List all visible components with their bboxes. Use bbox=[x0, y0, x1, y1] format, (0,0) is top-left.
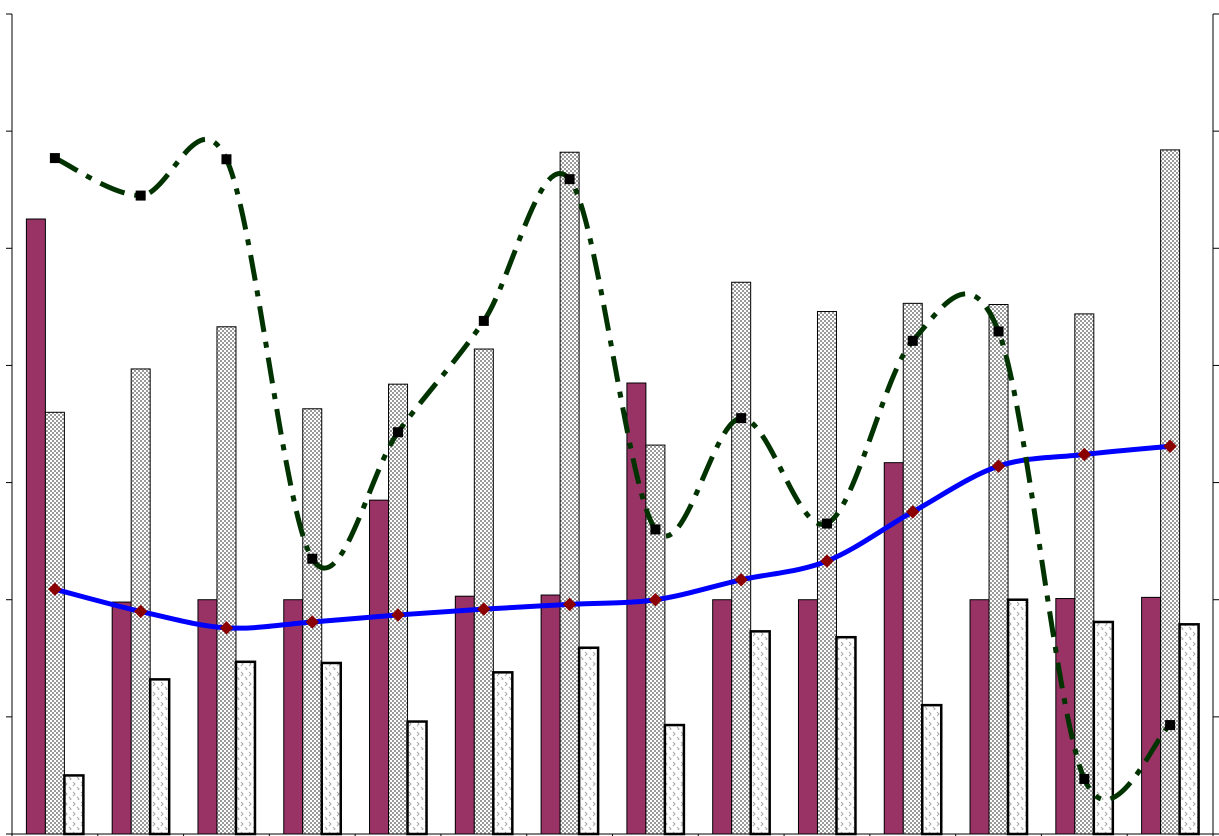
bar-series-3 bbox=[835, 635, 857, 836]
bar-series-3 bbox=[749, 630, 771, 836]
line-series-1-marker bbox=[648, 593, 663, 607]
bar-series-3 bbox=[320, 661, 342, 836]
line-series-1-marker bbox=[305, 615, 319, 629]
markers-group bbox=[48, 153, 1177, 784]
line-series-1 bbox=[54, 443, 1171, 631]
bar-series-1 bbox=[197, 599, 218, 835]
line-series-2-marker bbox=[650, 524, 661, 535]
line-series-1-marker bbox=[734, 573, 748, 587]
bar-series-3 bbox=[1092, 620, 1115, 836]
bar-series-3 bbox=[234, 660, 257, 836]
line-series-2-marker bbox=[393, 427, 404, 438]
bar-series-2 bbox=[731, 281, 752, 835]
line-series-2-marker bbox=[307, 553, 318, 564]
bar-series-2 bbox=[559, 151, 580, 835]
bars-group bbox=[25, 149, 1200, 836]
bar-series-3 bbox=[406, 720, 428, 836]
bar-series-2 bbox=[645, 444, 666, 835]
bar-series-1 bbox=[25, 218, 46, 835]
line-series-1-marker bbox=[133, 604, 148, 619]
line-series-2-marker bbox=[907, 335, 918, 346]
line-series-2-marker bbox=[821, 518, 832, 529]
line-series-2-marker bbox=[1165, 720, 1176, 731]
bar-series-3 bbox=[492, 671, 514, 836]
bar-series-1 bbox=[797, 599, 818, 835]
bar-series-1 bbox=[369, 499, 390, 835]
bar-series-1 bbox=[111, 601, 132, 835]
line-series-2-marker bbox=[1079, 773, 1090, 784]
line-series-1-marker bbox=[391, 608, 405, 622]
bar-series-1 bbox=[969, 599, 990, 835]
lines-group bbox=[53, 137, 1172, 802]
bar-series-3 bbox=[1006, 598, 1029, 836]
line-series-1-marker bbox=[906, 505, 920, 519]
bar-series-1 bbox=[454, 595, 475, 835]
line-series-2 bbox=[53, 137, 1172, 802]
bar-series-3 bbox=[1178, 623, 1200, 836]
bar-series-1 bbox=[626, 382, 647, 835]
line-series-1-marker bbox=[48, 582, 62, 596]
bar-series-3 bbox=[577, 646, 600, 836]
line-series-1-marker bbox=[219, 621, 234, 635]
bar-series-3 bbox=[148, 678, 171, 836]
bar-series-2 bbox=[216, 326, 237, 835]
bar-series-1 bbox=[712, 599, 733, 835]
bar-series-2 bbox=[473, 348, 494, 835]
bar-series-2 bbox=[1074, 313, 1095, 835]
line-series-1-marker bbox=[477, 602, 491, 616]
bar-series-2 bbox=[816, 311, 837, 835]
bar-series-2 bbox=[44, 411, 65, 835]
bar-series-2 bbox=[988, 304, 1009, 835]
bar-series-2 bbox=[130, 368, 151, 835]
line-series-2-marker bbox=[478, 315, 489, 326]
line-series-1-marker bbox=[1077, 447, 1092, 462]
line-series-1-marker bbox=[562, 597, 577, 612]
line-series-1-marker bbox=[1163, 439, 1177, 453]
bar-series-3 bbox=[63, 774, 85, 836]
bar-series-1 bbox=[540, 594, 561, 835]
bar-series-1 bbox=[283, 599, 304, 835]
line-series-2-marker bbox=[49, 153, 60, 164]
bar-series-3 bbox=[921, 703, 943, 836]
line-series-2-marker bbox=[993, 326, 1004, 337]
line-series-2-marker bbox=[221, 154, 232, 165]
axes-group bbox=[6, 13, 1219, 836]
line-series-2-marker bbox=[736, 413, 747, 424]
line-series-1-marker bbox=[991, 459, 1006, 473]
line-series-2-marker bbox=[564, 174, 575, 185]
bar-series-2 bbox=[902, 302, 923, 835]
bar-series-3 bbox=[663, 723, 686, 836]
bar-series-1 bbox=[1141, 596, 1162, 835]
line-series-1-marker bbox=[820, 554, 834, 568]
bar-series-2 bbox=[1160, 149, 1181, 835]
line-series-2-marker bbox=[135, 190, 146, 201]
